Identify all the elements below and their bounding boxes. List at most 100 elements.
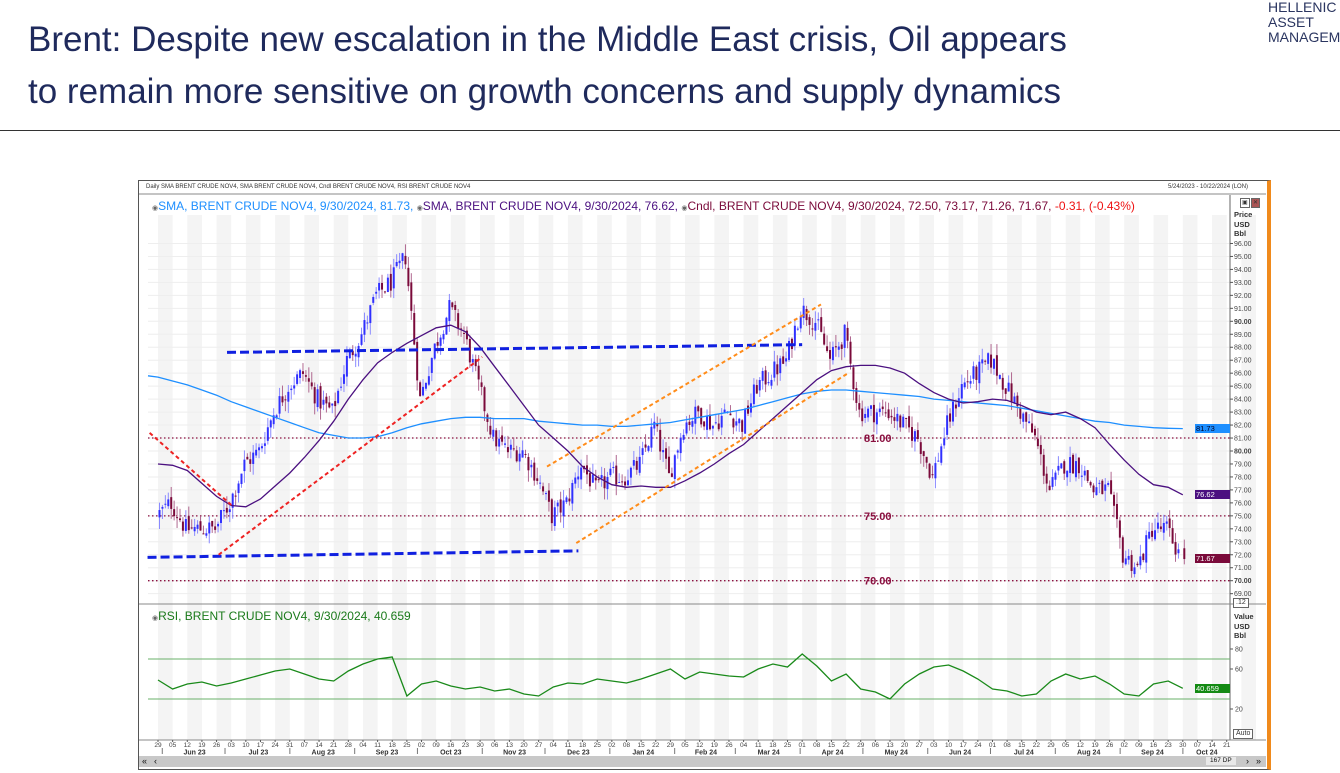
candle-body bbox=[858, 403, 861, 410]
candle-body bbox=[872, 404, 875, 423]
candle-body bbox=[366, 322, 369, 324]
x-tick-label: 29 bbox=[667, 742, 675, 749]
candle-body bbox=[776, 364, 779, 375]
month-label: Jul 24 bbox=[1014, 750, 1034, 757]
candle-body bbox=[533, 462, 536, 481]
candle-body bbox=[761, 371, 764, 381]
candle-body bbox=[653, 421, 656, 429]
month-label: Jul 23 bbox=[248, 750, 268, 757]
trendline-trend-red bbox=[148, 432, 234, 508]
legend-toggle-icon[interactable]: ◉ bbox=[416, 205, 423, 212]
candle-body bbox=[802, 305, 805, 319]
date-range: 5/24/2023 - 10/22/2024 (LON) bbox=[1168, 184, 1249, 190]
x-tick-label: 12 bbox=[1077, 742, 1085, 749]
candle-body bbox=[1031, 423, 1034, 433]
candle-body bbox=[1115, 503, 1118, 520]
candle-body bbox=[940, 446, 943, 463]
candle-body bbox=[793, 325, 796, 346]
candle-body bbox=[296, 374, 299, 384]
candle-body bbox=[788, 340, 791, 360]
candle-body bbox=[419, 382, 422, 396]
scroll-left-icon[interactable]: ‹ bbox=[154, 756, 157, 766]
candle-body bbox=[831, 346, 834, 361]
candle-body bbox=[544, 493, 547, 495]
x-tick-label: 21 bbox=[330, 742, 338, 749]
candle-body bbox=[744, 408, 747, 434]
month-label: Nov 23 bbox=[503, 750, 526, 757]
candle-body bbox=[998, 374, 1001, 379]
candle-body bbox=[600, 475, 603, 479]
scroll-right-icon[interactable]: › bbox=[1246, 756, 1249, 766]
y-tick-label: 91.00 bbox=[1234, 306, 1252, 313]
candle-body bbox=[1165, 521, 1168, 524]
candle-body bbox=[436, 341, 439, 346]
candle-body bbox=[477, 365, 480, 380]
candle-body bbox=[173, 509, 176, 517]
candle-body bbox=[521, 450, 524, 458]
candle-body bbox=[334, 401, 337, 407]
month-label: Sep 24 bbox=[1141, 750, 1164, 757]
week-band bbox=[509, 215, 524, 740]
candle-body bbox=[916, 430, 919, 439]
scale-box[interactable]: .12 bbox=[1233, 598, 1249, 608]
legend-toggle-icon[interactable]: ◉ bbox=[681, 205, 688, 212]
candle-body bbox=[975, 366, 978, 380]
level-label: 70.00 bbox=[864, 576, 892, 588]
trendline-trend-blue bbox=[226, 343, 803, 354]
candle-body bbox=[1130, 554, 1133, 572]
y-tick-label: 74.00 bbox=[1234, 526, 1252, 533]
candle-body bbox=[1154, 530, 1157, 540]
scroll-to-end-icon[interactable]: » bbox=[1256, 756, 1262, 766]
candle-body bbox=[322, 399, 325, 405]
auto-scale-button[interactable]: Auto bbox=[1233, 729, 1254, 739]
candle-body bbox=[1086, 470, 1089, 481]
candle-body bbox=[884, 412, 887, 414]
y-tick-label: 81.00 bbox=[1234, 436, 1252, 443]
x-tick-label: 13 bbox=[886, 742, 894, 749]
rsi-line bbox=[157, 653, 1184, 700]
candle-body bbox=[741, 420, 744, 432]
candle-body bbox=[310, 382, 313, 387]
week-band bbox=[1065, 215, 1081, 740]
legend-toggle-icon[interactable]: ◉ bbox=[152, 205, 159, 212]
x-tick-label: 31 bbox=[286, 742, 294, 749]
legend-toggle-icon[interactable]: ◉ bbox=[152, 615, 159, 622]
candle-body bbox=[246, 456, 249, 460]
candle-body bbox=[228, 509, 231, 513]
candle-body bbox=[1168, 518, 1171, 529]
candle-body bbox=[1121, 537, 1124, 563]
candle-body bbox=[954, 404, 957, 409]
level-label: 75.00 bbox=[864, 511, 892, 523]
candle-body bbox=[899, 415, 902, 428]
y-tick-label: 71.00 bbox=[1234, 565, 1252, 572]
x-tick-label: 15 bbox=[1018, 742, 1026, 749]
candle-body bbox=[199, 521, 202, 531]
x-tick-label: 22 bbox=[652, 742, 660, 749]
candle-body bbox=[474, 359, 477, 367]
candle-body bbox=[170, 497, 173, 509]
scroll-to-start-icon[interactable]: « bbox=[142, 756, 148, 766]
candle-body bbox=[779, 358, 782, 374]
candle-body bbox=[457, 313, 460, 329]
x-tick-label: 29 bbox=[1047, 742, 1055, 749]
chart-scrollbar[interactable] bbox=[139, 756, 1266, 767]
candle-body bbox=[1162, 522, 1165, 533]
close-panel-icon[interactable]: ✕ bbox=[1251, 198, 1261, 208]
x-tick-label: 05 bbox=[169, 742, 177, 749]
x-tick-label: 06 bbox=[491, 742, 499, 749]
candle-body bbox=[550, 499, 553, 524]
candle-body bbox=[319, 386, 322, 409]
x-tick-label: 25 bbox=[403, 742, 411, 749]
candle-body bbox=[219, 510, 222, 524]
candle-body bbox=[641, 448, 644, 456]
candle-body bbox=[960, 384, 963, 399]
month-label: Apr 24 bbox=[822, 750, 844, 757]
y-tick-label: 73.00 bbox=[1234, 539, 1252, 546]
candle-body bbox=[934, 463, 937, 479]
candle-body bbox=[984, 360, 987, 362]
company-logo: HELLENIC ASSET MANAGEMENT bbox=[1268, 0, 1340, 45]
week-band bbox=[977, 215, 993, 740]
maximize-icon[interactable]: ▣ bbox=[1240, 198, 1250, 208]
logo-line: ASSET bbox=[1268, 14, 1314, 30]
x-tick-label: 15 bbox=[638, 742, 646, 749]
